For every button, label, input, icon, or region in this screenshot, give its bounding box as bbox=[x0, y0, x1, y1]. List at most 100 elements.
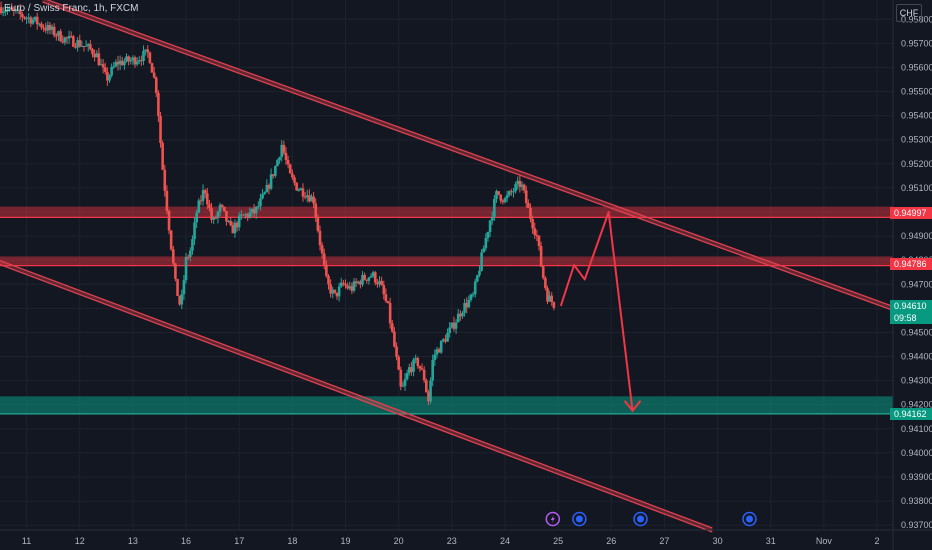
candle-body bbox=[284, 152, 288, 161]
candle-body bbox=[503, 198, 507, 203]
candle-body bbox=[497, 191, 500, 195]
candle-body bbox=[282, 144, 286, 153]
candle-body bbox=[325, 264, 328, 276]
candle-body bbox=[23, 17, 26, 19]
candle-body bbox=[33, 16, 37, 20]
currency-button[interactable]: CHF bbox=[896, 4, 922, 22]
candle-body bbox=[1, 11, 5, 14]
candle-body bbox=[233, 222, 237, 234]
candle-body bbox=[203, 190, 207, 194]
candle-body bbox=[72, 36, 75, 47]
resistance-zone bbox=[0, 256, 893, 266]
candle-body bbox=[452, 322, 456, 329]
x-tick-label: 2 bbox=[875, 536, 880, 546]
x-tick-label: 12 bbox=[75, 536, 85, 546]
candle-body bbox=[450, 322, 454, 328]
candle-body bbox=[361, 274, 364, 285]
flag-icon bbox=[575, 515, 583, 523]
candle-body bbox=[342, 282, 345, 284]
candle-body bbox=[8, 7, 11, 10]
candle-body bbox=[14, 9, 18, 11]
x-tick-label: 16 bbox=[181, 536, 191, 546]
candle-body bbox=[316, 217, 320, 231]
price-axis[interactable]: 0.95800 0.95700 0.95600 0.95500 0.95400 0.953… bbox=[892, 0, 932, 550]
projection-path[interactable] bbox=[559, 211, 642, 413]
candle-body bbox=[123, 61, 126, 66]
candle-body bbox=[0, 7, 3, 14]
event-markers[interactable] bbox=[545, 511, 757, 527]
candle-body bbox=[516, 180, 520, 185]
flag-icon bbox=[745, 515, 753, 523]
y-tick-label: 0.94500 bbox=[901, 327, 932, 337]
candle-body bbox=[165, 190, 169, 211]
candle-body bbox=[199, 200, 203, 202]
channel-line-upper bbox=[46, 0, 894, 307]
candle-body bbox=[276, 160, 279, 167]
y-tick-label: 0.95200 bbox=[901, 159, 932, 169]
candle-body bbox=[263, 192, 267, 195]
candle-body bbox=[395, 346, 398, 357]
candle-body bbox=[367, 277, 371, 281]
candle-body bbox=[524, 190, 528, 203]
candle-body bbox=[431, 360, 434, 381]
current-price-label: 0.94610 bbox=[890, 299, 932, 312]
y-tick-label: 0.95600 bbox=[901, 62, 932, 72]
candle-body bbox=[499, 194, 503, 201]
candle-body bbox=[57, 31, 60, 36]
candle-body bbox=[505, 195, 509, 199]
candle-body bbox=[208, 204, 211, 209]
x-tick-label: 13 bbox=[128, 536, 138, 546]
candle-body bbox=[420, 368, 424, 370]
y-tick-label: 0.94900 bbox=[901, 231, 932, 241]
candle-body bbox=[337, 286, 341, 297]
candle-body bbox=[112, 66, 116, 68]
candle-body bbox=[405, 373, 409, 380]
candle-body bbox=[501, 200, 505, 203]
candle-body bbox=[231, 225, 235, 234]
candle-body bbox=[50, 26, 54, 31]
y-tick-label: 0.93800 bbox=[901, 496, 932, 506]
candle-body bbox=[99, 64, 103, 66]
candle-body bbox=[295, 182, 298, 191]
candle-body bbox=[335, 292, 339, 297]
candle-body bbox=[93, 54, 96, 58]
candle-body bbox=[21, 14, 24, 18]
candle-body bbox=[388, 302, 392, 324]
x-tick-label: 23 bbox=[447, 536, 457, 546]
candle-body bbox=[288, 164, 292, 174]
x-tick-label: 17 bbox=[234, 536, 244, 546]
candle-body bbox=[365, 279, 369, 281]
candle-body bbox=[84, 45, 88, 47]
candle-body bbox=[261, 194, 264, 199]
candle-body bbox=[463, 303, 466, 313]
candle-body bbox=[537, 235, 541, 247]
candle-body bbox=[382, 285, 386, 295]
trend-channel[interactable] bbox=[0, 0, 894, 533]
x-tick-label: 26 bbox=[606, 536, 616, 546]
y-tick-label: 0.94000 bbox=[901, 448, 932, 458]
candle-body bbox=[38, 23, 41, 25]
candle-countdown-label: 09:58 bbox=[890, 311, 932, 324]
candle-body bbox=[186, 256, 190, 258]
candle-body bbox=[448, 327, 451, 334]
x-tick-label: 20 bbox=[394, 536, 404, 546]
candle-body bbox=[507, 191, 511, 196]
candle-body bbox=[544, 277, 547, 289]
candle-body bbox=[444, 339, 447, 342]
y-tick-label: 0.95800 bbox=[901, 14, 932, 24]
candle-body bbox=[65, 37, 69, 39]
candle-body bbox=[154, 77, 158, 93]
candle-body bbox=[339, 282, 343, 287]
candle-body bbox=[331, 289, 335, 294]
candle-body bbox=[167, 210, 171, 231]
candle-body bbox=[401, 385, 405, 387]
candle-body bbox=[133, 57, 137, 65]
candle-body bbox=[380, 280, 383, 286]
candle-body bbox=[329, 284, 332, 294]
candle-body bbox=[74, 46, 77, 48]
candle-body bbox=[465, 303, 468, 308]
candle-body bbox=[280, 144, 284, 158]
candle-body bbox=[301, 188, 305, 197]
time-axis[interactable]: 11 12 13 16 17 18 19 20 23 24 25 26 27 30 31 Nov 2 bbox=[0, 529, 932, 546]
